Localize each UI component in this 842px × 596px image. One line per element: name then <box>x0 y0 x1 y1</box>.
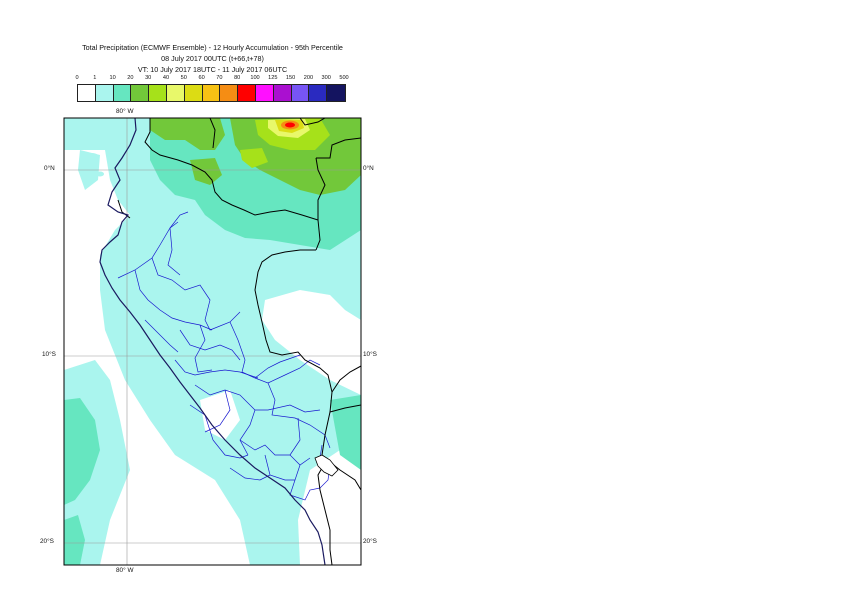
coastline <box>99 118 326 565</box>
legend-tick-label: 60 <box>198 75 205 81</box>
legend-swatch <box>238 85 256 101</box>
legend-swatch <box>78 85 96 101</box>
legend-tick-label: 70 <box>216 75 223 81</box>
lon-label-bottom: 80° W <box>116 567 134 574</box>
legend-tick-label: 1 <box>93 75 97 81</box>
legend-tick-label: 200 <box>303 75 314 81</box>
lat-label-0-right: 0°N <box>363 165 374 172</box>
legend-tick-label: 0 <box>75 75 79 81</box>
legend-swatch <box>113 85 132 101</box>
precipitation-field <box>64 118 361 565</box>
legend-swatch <box>149 85 167 101</box>
chart-subtitle-valid-time: VT: 10 July 2017 18UTC - 11 July 2017 06… <box>137 65 288 74</box>
admin-boundaries <box>117 211 331 501</box>
legend-tick-label: 30 <box>145 75 152 81</box>
legend-tick-label: 10 <box>109 75 116 81</box>
legend-tick-label: 40 <box>162 75 170 81</box>
legend-swatch <box>131 85 150 101</box>
map-frame <box>63 117 362 566</box>
legend-tick-label: 100 <box>250 75 260 81</box>
lake-titicaca <box>314 454 339 477</box>
legend-swatch <box>309 85 328 101</box>
legend-swatch <box>184 85 203 101</box>
legend-swatch <box>166 85 185 101</box>
legend-labels: 0 1 10 20 30 40 50 60 70 80 100 125 150 200 300 500 <box>72 75 362 84</box>
lat-label-0-left: 0°N <box>44 165 55 172</box>
lat-label-10-right: 10°S <box>363 351 377 358</box>
legend-swatch <box>291 85 310 101</box>
legend-tick-label: 125 <box>268 75 278 81</box>
legend-tick-label: 500 <box>339 75 349 81</box>
legend-swatch <box>327 85 345 101</box>
legend-tick-label: 80 <box>234 75 241 81</box>
legend-swatch <box>255 85 274 101</box>
color-legend <box>77 84 346 102</box>
legend-tick-label: 20 <box>127 75 134 81</box>
lat-label-10-left: 10°S <box>42 351 56 358</box>
legend-tick-label: 300 <box>321 75 331 81</box>
country-borders <box>117 118 361 565</box>
legend-swatch <box>95 85 114 101</box>
legend-tick-label: 150 <box>285 75 296 81</box>
lat-label-20-right: 20°S <box>363 538 377 545</box>
legend-swatch <box>202 85 221 101</box>
legend-swatch <box>273 85 292 101</box>
legend-swatch <box>220 85 239 101</box>
lat-label-20-left: 20°S <box>40 538 54 545</box>
chart-subtitle-run: 08 July 2017 00UTC (t+66,t+78) <box>161 54 264 63</box>
legend-tick-label: 50 <box>180 75 187 81</box>
lon-label-top: 80° W <box>116 108 134 115</box>
graticule <box>64 118 361 565</box>
chart-title: Total Precipitation (ECMWF Ensemble) - 1… <box>82 43 343 52</box>
